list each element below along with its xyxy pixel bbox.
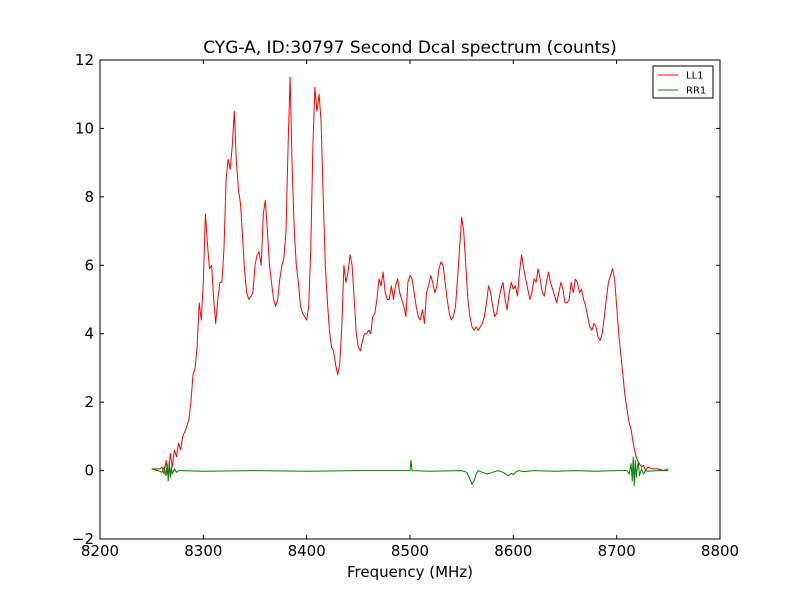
chart-title: CYG-A, ID:30797 Second Dcal spectrum (co… bbox=[203, 38, 617, 58]
x-tick-label: 8600 bbox=[494, 542, 532, 560]
x-tick-label: 8500 bbox=[391, 542, 429, 560]
y-tick-label: −2 bbox=[72, 530, 94, 548]
plot-area bbox=[99, 59, 721, 540]
x-tick-label: 8200 bbox=[81, 542, 119, 560]
x-axis-label: Frequency (MHz) bbox=[347, 563, 473, 581]
x-tick-label: 8300 bbox=[184, 542, 222, 560]
y-tick-label: 12 bbox=[75, 51, 94, 69]
y-axis: −2 0 2 4 6 8 10 12 bbox=[72, 51, 720, 548]
x-tick-label: 8400 bbox=[288, 542, 326, 560]
y-tick-label: 8 bbox=[84, 188, 94, 206]
x-tick-label: 8700 bbox=[598, 542, 636, 560]
legend-label-rr1: RR1 bbox=[686, 86, 706, 97]
series-line-rr1 bbox=[151, 456, 669, 487]
y-tick-label: 2 bbox=[84, 393, 94, 411]
x-tick-label: 8800 bbox=[701, 542, 739, 560]
y-tick-label: 6 bbox=[84, 256, 94, 274]
y-tick-label: 10 bbox=[75, 119, 94, 137]
y-tick-label: 0 bbox=[84, 462, 94, 480]
y-tick-label: 4 bbox=[84, 325, 94, 343]
series-line-ll1 bbox=[151, 76, 669, 478]
x-axis: 8200 8300 8400 8500 8600 8700 8800 bbox=[81, 60, 739, 560]
series-layer bbox=[151, 76, 669, 487]
legend-label-ll1: LL1 bbox=[686, 71, 704, 82]
legend-box bbox=[652, 65, 714, 99]
